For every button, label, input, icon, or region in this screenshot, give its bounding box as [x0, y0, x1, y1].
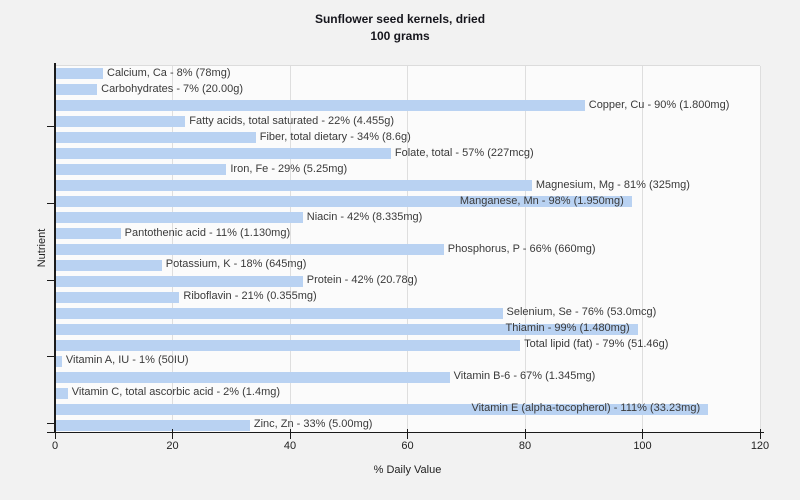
x-tick-label-120: 120 [750, 440, 770, 452]
y-tick-1 [47, 202, 56, 204]
bar-label: Vitamin A, IU - 1% (50IU) [65, 354, 189, 367]
bar-label: Fatty acids, total saturated - 22% (4.45… [189, 114, 395, 127]
x-tick-40 [289, 429, 291, 439]
bar-label: Iron, Fe - 29% (5.25mg) [230, 162, 348, 175]
bar-zinc-zn [56, 419, 250, 431]
bar-label: Selenium, Se - 76% (53.0mcg) [506, 306, 657, 319]
x-axis-line [47, 431, 764, 433]
bar-label: Manganese, Mn - 98% (1.950mg) [459, 194, 624, 207]
bar-vitamin-a-iu [56, 355, 62, 367]
chart-subtitle: 100 grams [370, 29, 430, 43]
bar-folate-total [56, 148, 391, 160]
chart-title: Sunflower seed kernels, dried [314, 12, 486, 26]
bar-carbohydrates [56, 84, 98, 96]
bar-label: Carbohydrates - 7% (20.00g) [101, 82, 243, 95]
x-tick-0 [54, 429, 56, 439]
bar-label: Copper, Cu - 90% (1.800mg) [588, 98, 730, 111]
bar-label: Thiamin - 99% (1.480mg) [505, 322, 630, 335]
bar-pantothenic-acid [56, 228, 121, 240]
bar-magnesium-mg [56, 180, 532, 192]
bar-riboflavin [56, 291, 180, 303]
bar-label: Niacin - 42% (8.335mg) [306, 210, 423, 223]
bar-phosphorus-p [56, 244, 444, 255]
bar-vitamin-e-alpha-tocopherol [56, 403, 709, 415]
plot-area: Calcium, Ca - 8% (78mg) Carbohydrates - 7… [55, 65, 761, 433]
x-tick-60 [407, 429, 408, 439]
bar-iron-fe [56, 164, 227, 176]
bar-label: Vitamin B-6 - 67% (1.345mg) [453, 370, 596, 383]
gridline-x80 [524, 66, 526, 433]
y-tick-2 [47, 279, 56, 281]
bar-potassium-k [56, 259, 162, 271]
bar-thiamin [56, 323, 638, 335]
bar-label: Pantothenic acid - 11% (1.130mg) [124, 226, 291, 239]
bar-label: Potassium, K - 18% (645mg) [165, 258, 307, 271]
bar-niacin [56, 212, 303, 224]
x-tick-label-40: 40 [283, 440, 297, 452]
y-tick-3 [47, 356, 56, 358]
bar-selenium-se [56, 307, 503, 319]
x-tick-80 [524, 429, 526, 439]
bar-label: Folate, total - 57% (227mcg) [394, 146, 534, 159]
bar-label: Vitamin C, total ascorbic acid - 2% (1.4… [71, 386, 281, 399]
x-tick-label-100: 100 [633, 440, 652, 452]
bar-fiber-total-dietary [56, 132, 256, 144]
bar-label: Phosphorus, P - 66% (660mg) [447, 242, 596, 255]
bar-vitamin-c-total-ascorbic-acid [56, 387, 68, 399]
bar-calcium-ca [56, 68, 103, 80]
bar-fatty-acids-total-saturated [56, 116, 186, 128]
bar-copper-cu [56, 100, 585, 112]
gridline-x100 [642, 66, 643, 433]
y-axis-line [54, 63, 56, 433]
bar-label: Protein - 42% (20.78g) [306, 274, 418, 287]
bar-protein [56, 275, 303, 287]
x-tick-label-20: 20 [166, 440, 179, 452]
bar-label: Riboflavin - 21% (0.355mg) [183, 290, 317, 303]
bar-vitamin-b-6 [56, 371, 450, 383]
bar-manganese-mn [56, 196, 632, 208]
y-tick-4 [47, 422, 56, 424]
x-tick-100 [642, 429, 643, 439]
bar-label: Total lipid (fat) - 79% (51.46g) [524, 338, 669, 351]
bar-label: Zinc, Zn - 33% (5.00mg) [253, 418, 373, 431]
y-tick-0 [47, 126, 56, 128]
bar-label: Vitamin E (alpha-tocopherol) - 111% (33.… [471, 402, 701, 415]
x-axis-label: % Daily Value [373, 464, 442, 476]
bar-total-lipid-fat [56, 339, 521, 351]
x-tick-label-80: 80 [518, 440, 532, 452]
gridline-x120 [759, 66, 761, 433]
x-tick-120 [759, 429, 761, 439]
bar-label: Calcium, Ca - 8% (78mg) [107, 67, 231, 79]
x-tick-20 [172, 429, 173, 439]
bar-label: Fiber, total dietary - 34% (8.6g) [259, 130, 411, 143]
y-axis-label: Nutrient [36, 228, 48, 268]
x-tick-label-0: 0 [51, 440, 59, 452]
bar-label: Magnesium, Mg - 81% (325mg) [535, 178, 690, 191]
x-tick-label-60: 60 [401, 440, 414, 452]
